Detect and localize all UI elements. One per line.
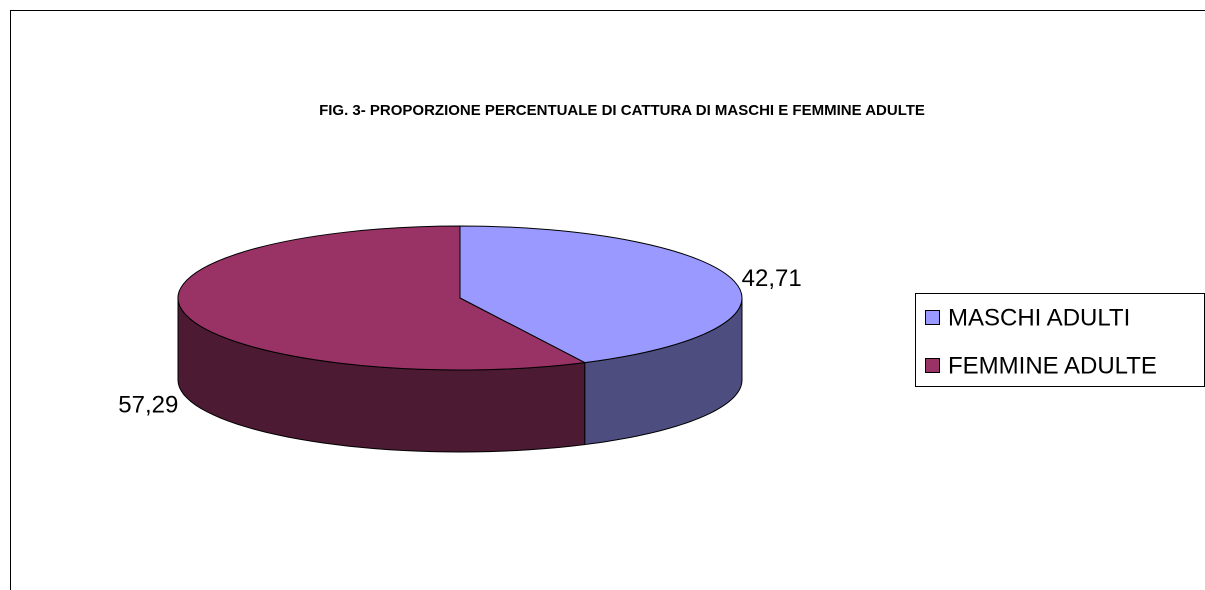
pie-slice xyxy=(177,225,587,371)
legend-label: FEMMINE ADULTE xyxy=(948,352,1157,379)
legend-swatch xyxy=(925,310,940,325)
data-label: 57,29 xyxy=(118,392,178,419)
chart-title: FIG. 3- PROPORZIONE PERCENTUALE DI CATTU… xyxy=(319,102,925,119)
legend-box xyxy=(915,293,1205,387)
chart-frame xyxy=(10,10,1205,590)
legend-label: MASCHI ADULTI xyxy=(948,304,1130,331)
pie-slice xyxy=(459,225,743,364)
data-label: 42,71 xyxy=(742,265,802,292)
legend-swatch xyxy=(925,358,940,373)
